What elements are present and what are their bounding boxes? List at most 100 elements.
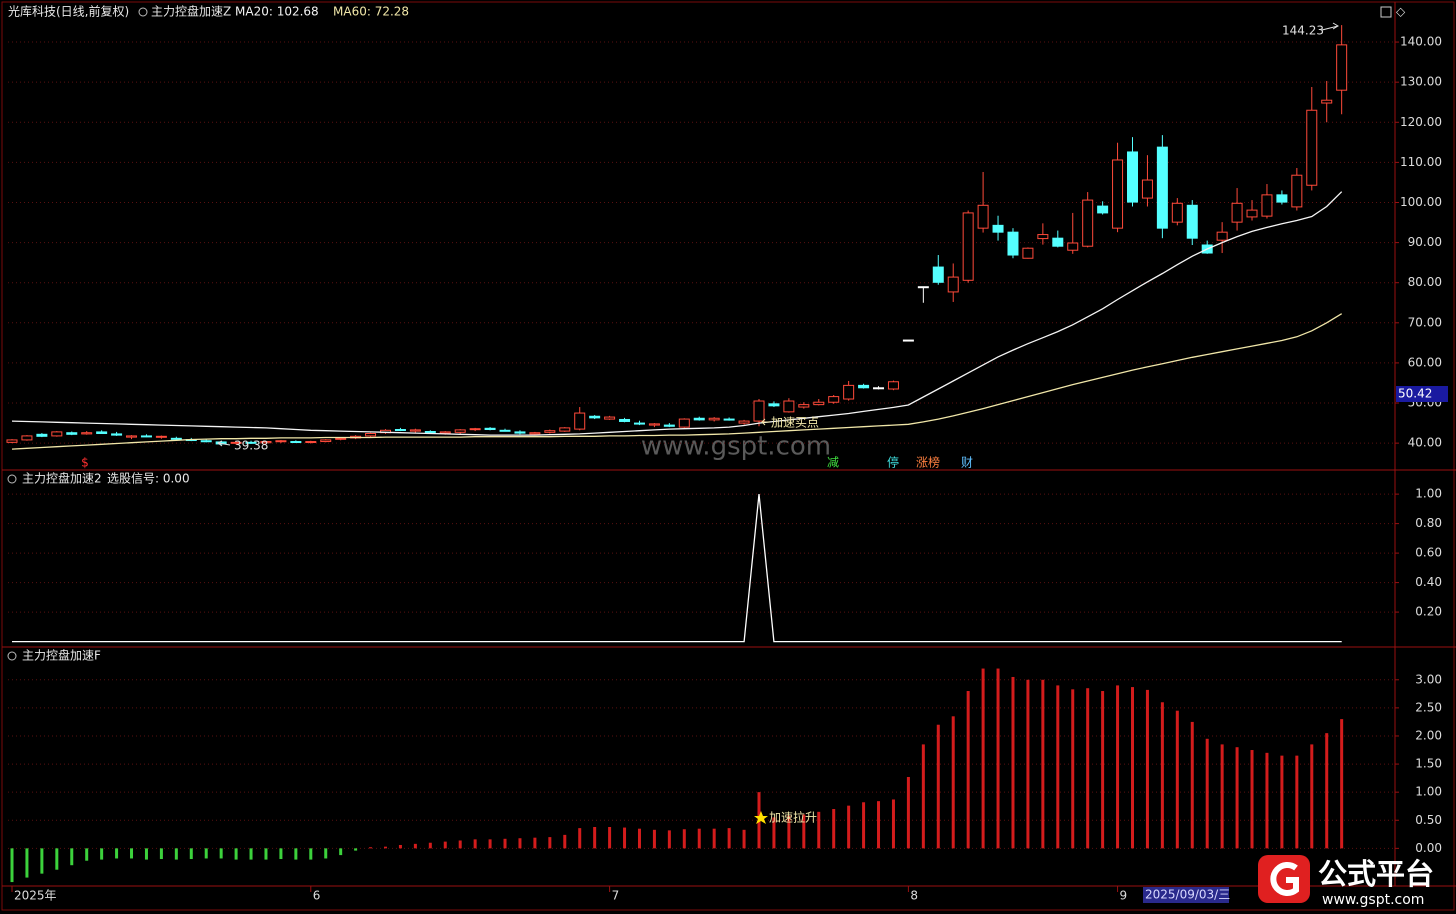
y-tick-label: 100.00 [1400,195,1442,209]
bar [1056,685,1060,849]
bar [488,839,492,849]
bar [1160,702,1164,849]
candle-body [1052,237,1064,247]
y-tick-label: 110.00 [1400,155,1442,169]
candle-body [873,387,885,390]
bar [1071,689,1075,849]
candle-body [6,439,18,443]
event-marker: $ [81,456,89,470]
bar [921,744,925,849]
y-tick-label: 90.00 [1408,235,1442,249]
bar [1131,687,1134,849]
bar [966,691,970,849]
bar [563,834,567,849]
candle-body [469,428,481,431]
bar [1101,691,1105,849]
candle-body [828,396,840,403]
candle-body [574,412,586,430]
bar [847,805,851,849]
candle-body [140,435,152,438]
bar [1175,710,1179,849]
date-cursor: 2025/09/03/三 [1145,888,1230,902]
bar [951,716,955,849]
y-tick-label: 3.00 [1415,672,1442,686]
annotation-arrow [761,418,770,426]
bar [682,829,686,849]
bar [1280,755,1284,849]
candle-body [604,416,616,420]
panel-icon [138,7,148,17]
bar [533,837,537,849]
bar [742,829,746,849]
icon[interactable]: ◇ [1396,5,1406,19]
legend-entry: 选股信号: 0.00 [107,472,190,486]
candle-body [394,428,406,431]
logo-url: www.gspt.com [1322,892,1424,908]
bar [697,828,701,849]
annotation: 144.23 [1282,24,1324,38]
candle-body [260,441,272,444]
candle-body [1156,146,1168,229]
candle-body [126,435,138,438]
candle-body [1171,202,1183,223]
candle-body [81,432,93,435]
y-tick-label: 60.00 [1408,355,1442,369]
candle-body [559,427,571,432]
bar [1295,755,1299,849]
bar [518,838,522,849]
y-tick-label: 40.00 [1408,436,1442,450]
panel-title: 光库科技(日线,前复权) [8,4,129,19]
logo-mark [1270,862,1299,896]
candle-body [155,435,167,438]
candle-body [858,384,870,389]
candle-body [1336,44,1348,91]
candle-body [424,431,436,434]
bar [862,802,866,849]
candle-body [290,441,302,444]
candle-body [1037,234,1049,240]
logo-text: 公式平台 [1318,857,1434,891]
candle-body [1097,205,1109,214]
bar [264,848,268,860]
candle-body [170,437,182,440]
candle-body [1067,242,1079,251]
series-line [11,313,1343,450]
candle-body [798,404,810,408]
bar [1235,747,1239,849]
bar [204,848,208,859]
candle-body [1246,209,1258,218]
candle-body [1112,159,1124,229]
y-tick-label: 80.00 [1408,275,1442,289]
y-tick-label: 1.00 [1415,487,1442,501]
bar [413,843,417,849]
candle-body [21,435,33,441]
candle-body [648,423,660,426]
bar [279,848,283,860]
bar [996,668,1000,849]
series-line [11,191,1343,436]
bar [85,848,89,861]
candle-body [633,422,645,425]
candle-body [977,204,989,229]
icon[interactable] [1380,6,1392,18]
bar [130,848,134,859]
bar [249,848,253,860]
annotation-arrow [1321,22,1339,31]
bar [787,815,791,849]
y-tick-label: 0.00 [1415,841,1442,855]
candle-body [723,418,735,421]
candle-body [1022,247,1034,259]
candle-body [51,431,63,437]
bar [712,828,716,849]
candle-body [678,418,690,428]
annotation-arrow [217,440,231,447]
bar [578,828,582,849]
x-tick-label: 9 [1120,889,1128,903]
y-tick-label: 0.50 [1415,813,1442,827]
candle-body [1306,109,1318,186]
bar [817,811,821,849]
bar [652,829,656,849]
bar [623,827,627,849]
candle-body [1186,204,1198,239]
